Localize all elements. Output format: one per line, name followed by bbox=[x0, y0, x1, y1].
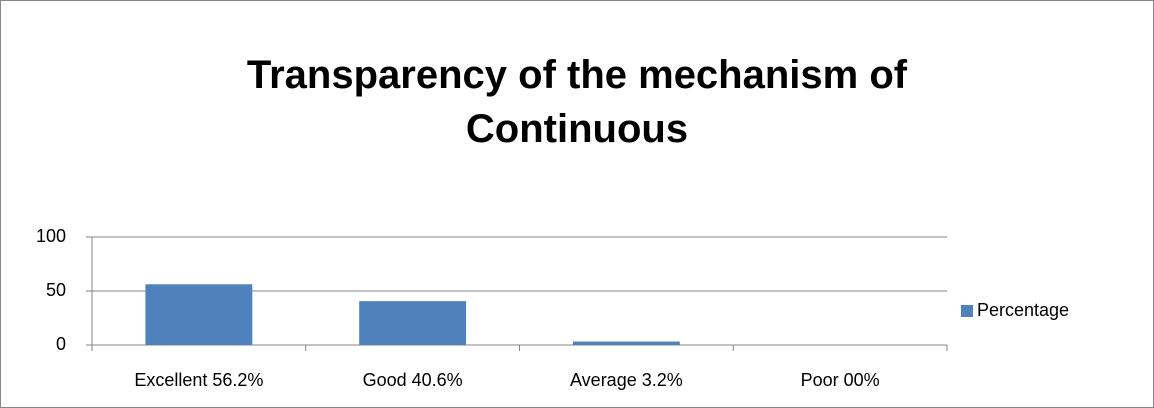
x-tick-label: Average 3.2% bbox=[570, 370, 683, 390]
x-tick-label: Poor 00% bbox=[801, 370, 880, 390]
x-tick-label: Excellent 56.2% bbox=[134, 370, 263, 390]
y-tick-label: 0 bbox=[56, 334, 66, 354]
legend-label: Percentage bbox=[977, 300, 1069, 320]
y-tick-label: 100 bbox=[36, 226, 66, 246]
bar bbox=[572, 341, 680, 345]
y-tick-label: 50 bbox=[46, 280, 66, 300]
chart-title: Transparency of the mechanism of Continu… bbox=[246, 53, 908, 151]
bar bbox=[359, 301, 467, 345]
legend-swatch bbox=[961, 305, 973, 317]
bar bbox=[145, 284, 253, 345]
x-tick-label: Good 40.6% bbox=[363, 370, 463, 390]
